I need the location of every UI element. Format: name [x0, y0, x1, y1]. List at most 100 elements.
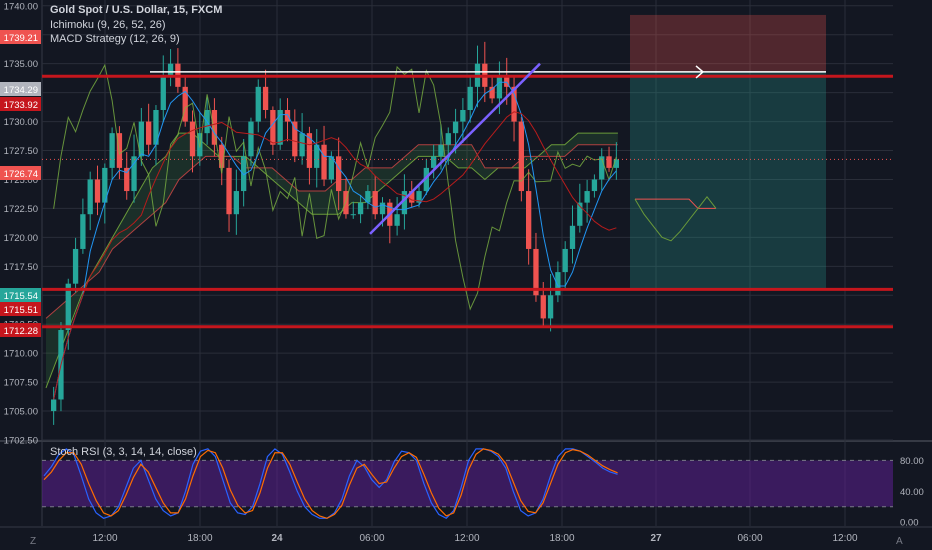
- conversion-line: [53, 81, 617, 400]
- y-tick-label: 1722.50: [4, 204, 38, 215]
- candle-body: [526, 191, 532, 249]
- candle-body: [460, 110, 466, 122]
- y-tick-label: 1717.50: [4, 262, 38, 273]
- y-tick-label: 1740.00: [4, 1, 38, 12]
- price-label-text: 1715.54: [4, 291, 38, 302]
- candle-body: [394, 214, 400, 226]
- candle-body: [496, 75, 503, 99]
- candle-body: [277, 110, 283, 145]
- stoch-rsi-legend: Stoch RSI (3, 3, 14, 14, close): [50, 446, 197, 458]
- candle-body: [160, 75, 166, 110]
- candle-body: [211, 110, 218, 145]
- candle-body: [584, 191, 590, 203]
- candle-body: [284, 110, 291, 122]
- stoch-rsi-d-line: [43, 448, 618, 519]
- y-tick-label: 1727.50: [4, 146, 38, 157]
- y-tick-label: 1702.50: [4, 436, 38, 447]
- candle-body: [138, 121, 144, 157]
- x-tick-label: 12:00: [454, 533, 479, 544]
- candle-body: [438, 144, 444, 157]
- price-label-tag: [0, 82, 41, 96]
- x-tick-label: 24: [271, 533, 283, 544]
- candle-body: [445, 133, 451, 145]
- y-tick-label: 1707.50: [4, 378, 38, 389]
- rsi-y-tick-label: 40.00: [900, 487, 924, 498]
- macd-legend: MACD Strategy (12, 26, 9): [50, 33, 180, 45]
- candle-body: [416, 191, 422, 203]
- candle-body: [262, 86, 269, 110]
- candle-body: [189, 121, 196, 157]
- price-label-text: 1734.29: [4, 85, 38, 96]
- price-label-tag: [0, 166, 41, 180]
- candle-body: [328, 156, 334, 180]
- candle-body: [255, 86, 261, 122]
- candle-body: [577, 202, 583, 226]
- candle-body: [518, 121, 524, 192]
- candle-body: [540, 295, 546, 319]
- price-label-tag: [0, 323, 41, 337]
- y-tick-label: 1710.00: [4, 349, 38, 360]
- y-tick-label: 1730.00: [4, 117, 38, 128]
- price-label-tag: [0, 302, 41, 316]
- candle-body: [226, 167, 232, 215]
- x-tick-label: 18:00: [187, 533, 212, 544]
- candle-body: [569, 225, 576, 249]
- price-label-text: 1739.21: [4, 33, 38, 44]
- candle-body: [613, 159, 619, 168]
- candle-body: [555, 272, 561, 296]
- candle-body: [87, 179, 93, 215]
- candle-body: [124, 167, 130, 192]
- candle-body: [109, 133, 115, 168]
- candle-body: [321, 144, 327, 180]
- stoch-rsi-k-line: [43, 448, 618, 520]
- candle-body: [357, 202, 364, 215]
- candle-body: [562, 248, 568, 273]
- candle-body: [372, 191, 378, 215]
- auto-scale-button[interactable]: A: [896, 536, 903, 547]
- candle-body: [94, 179, 101, 203]
- candle-body: [606, 156, 612, 168]
- candle-body: [599, 156, 605, 180]
- y-tick-label: 1725.00: [4, 175, 38, 186]
- y-tick-label: 1705.00: [4, 407, 38, 418]
- price-label-tag: [0, 30, 41, 44]
- price-label-text: 1733.92: [4, 100, 38, 111]
- y-tick-label: 1735.00: [4, 59, 38, 70]
- candle-body: [270, 110, 276, 145]
- candle-body: [131, 156, 137, 192]
- candle-body: [467, 86, 473, 110]
- timezone-button[interactable]: Z: [30, 536, 37, 547]
- candle-body: [431, 156, 437, 168]
- candle-body: [306, 133, 313, 168]
- entry-arrow-icon: [695, 65, 705, 79]
- trendline: [369, 62, 541, 235]
- x-tick-label: 12:00: [92, 533, 117, 544]
- future-span-b: [635, 198, 716, 209]
- lagging-span: [53, 63, 617, 311]
- candle-body: [219, 144, 225, 168]
- x-tick-label: 06:00: [737, 533, 762, 544]
- candle-body: [102, 167, 108, 203]
- candle-body: [423, 167, 429, 192]
- ichimoku-legend: Ichimoku (9, 26, 52, 26): [50, 19, 166, 31]
- candle-body: [51, 399, 57, 412]
- candle-body: [409, 191, 415, 203]
- x-tick-label: 27: [650, 533, 662, 544]
- candle-body: [547, 295, 554, 319]
- candle-body: [591, 179, 598, 192]
- candle-body: [511, 86, 517, 122]
- stop-loss-zone: [630, 14, 826, 72]
- price-label-tag: [0, 97, 41, 111]
- candle-body: [299, 133, 305, 157]
- candle-body: [365, 191, 371, 203]
- candle-body: [350, 214, 356, 216]
- symbol-legend: Gold Spot / U.S. Dollar, 15, FXCM: [50, 4, 223, 16]
- rsi-y-tick-label: 0.00: [900, 518, 919, 529]
- price-label-text: 1726.74: [4, 169, 38, 180]
- candle-body: [65, 283, 71, 330]
- candle-body: [233, 191, 239, 215]
- candle-body: [533, 248, 539, 296]
- candle-body: [167, 63, 174, 76]
